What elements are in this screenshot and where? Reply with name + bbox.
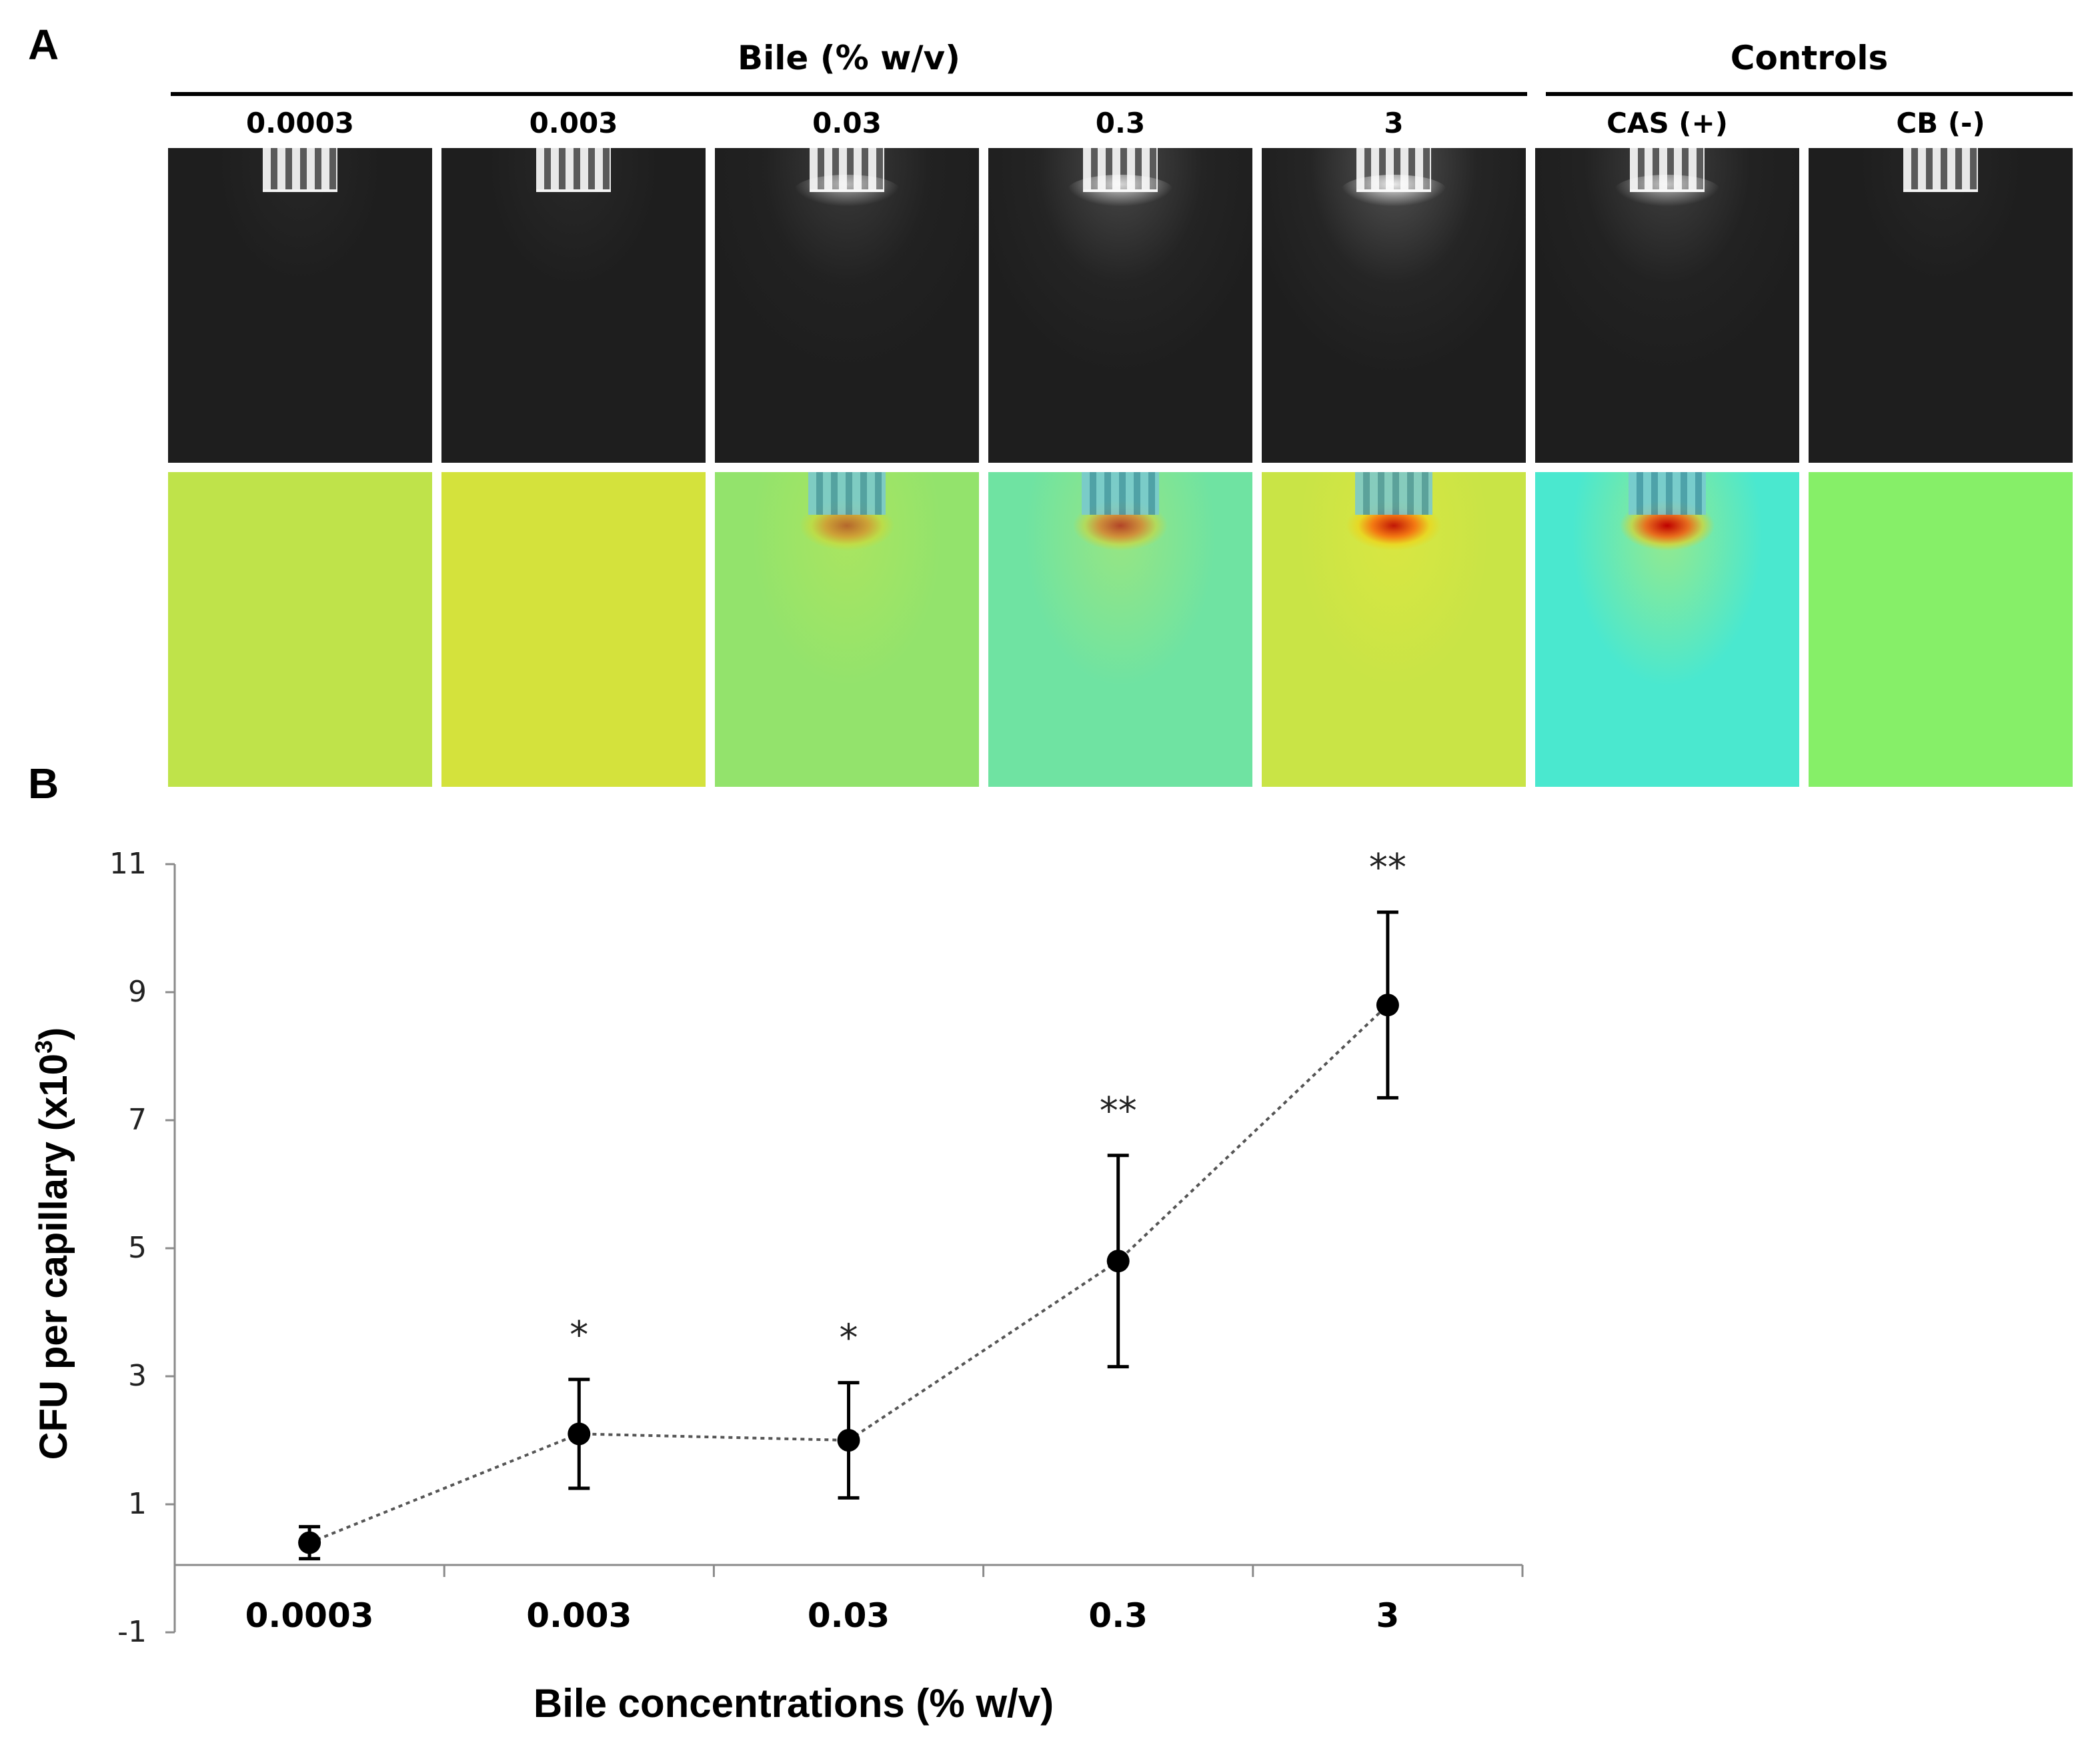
capillary-tip [1082, 472, 1159, 515]
controls-group-rule [1546, 92, 2073, 96]
data-point [298, 1531, 321, 1554]
capillary-tip [1355, 472, 1432, 515]
data-point [1106, 1250, 1130, 1273]
capillary-tip [536, 148, 611, 192]
y-tick-label: 7 [128, 1103, 147, 1137]
heatmap-capillary-image [715, 472, 979, 787]
y-axis-label: CFU per capillary (x103) [30, 1028, 75, 1460]
y-tick-label: -1 [117, 1615, 147, 1649]
significance-marker: ** [1369, 846, 1406, 890]
grayscale-capillary-image [988, 148, 1252, 463]
column-label: CB (-) [1896, 107, 1985, 139]
capillary-tip [1903, 148, 1978, 192]
y-tick-label: 3 [128, 1359, 147, 1393]
capillary-glow [1067, 175, 1174, 207]
y-tick-label: 5 [128, 1231, 147, 1265]
significance-marker: * [840, 1317, 858, 1360]
heatmap-capillary-image [441, 472, 706, 787]
y-tick-label: 9 [128, 975, 147, 1009]
column-label: 0.003 [529, 107, 618, 139]
panel-b-letter: B [28, 759, 59, 807]
capillary-tip [808, 472, 886, 515]
grayscale-capillary-image [715, 148, 979, 463]
column-label: CAS (+) [1607, 107, 1728, 139]
y-tick-label: 11 [109, 847, 147, 881]
capillary-glow [794, 175, 900, 207]
x-tick-label: 0.0003 [245, 1596, 374, 1635]
heatmap-capillary-image [988, 472, 1252, 787]
x-tick-label: 3 [1376, 1596, 1400, 1635]
significance-marker: * [570, 1314, 588, 1357]
panel-a-letter: A [28, 21, 59, 69]
column-label: 0.0003 [245, 107, 355, 139]
heatmap-capillary-image [1262, 472, 1526, 787]
y-tick-label: 1 [128, 1487, 147, 1521]
bile-group-rule [171, 92, 1527, 96]
capillary-tip [1629, 472, 1706, 515]
grayscale-capillary-image [1262, 148, 1526, 463]
column-label: 0.3 [1095, 107, 1146, 139]
grayscale-capillary-image [1809, 148, 2073, 463]
x-tick-label: 0.003 [526, 1596, 632, 1635]
grayscale-capillary-image [168, 148, 432, 463]
x-tick-label: 0.3 [1088, 1596, 1148, 1635]
column-label: 0.03 [812, 107, 882, 139]
heatmap-capillary-image [1809, 472, 2073, 787]
data-point [1376, 994, 1399, 1017]
bile-group-title: Bile (% w/v) [738, 39, 960, 77]
controls-group-title: Controls [1730, 39, 1889, 77]
capillary-tip [263, 148, 337, 192]
significance-marker: ** [1100, 1090, 1137, 1133]
y-axis-label-superscript: 3 [30, 1040, 57, 1054]
capillary-glow [1614, 175, 1721, 207]
heatmap-capillary-image [1535, 472, 1799, 787]
data-point [568, 1422, 591, 1446]
heatmap-capillary-image [168, 472, 432, 787]
x-tick-label: 0.03 [808, 1596, 890, 1635]
capillary-glow [1340, 175, 1447, 207]
x-axis-label: Bile concentrations (% w/v) [534, 1681, 1054, 1726]
data-point [837, 1429, 860, 1452]
grayscale-capillary-image [1535, 148, 1799, 463]
grayscale-capillary-image [441, 148, 706, 463]
column-label: 3 [1384, 107, 1404, 139]
